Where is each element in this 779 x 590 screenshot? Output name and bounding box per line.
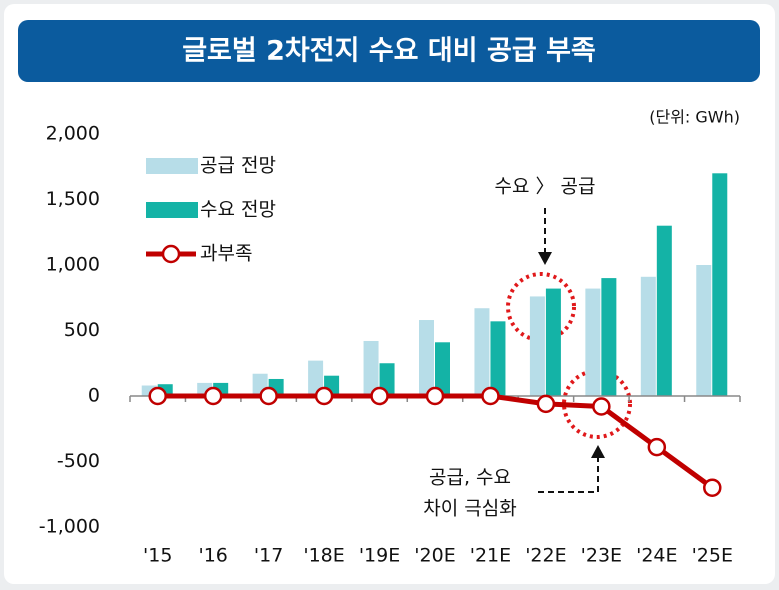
bar bbox=[601, 278, 617, 396]
unit-label: (단위: GWh) bbox=[649, 108, 740, 127]
annotation: 차이 극심화 bbox=[423, 498, 516, 520]
bar bbox=[363, 340, 379, 396]
line-marker bbox=[203, 386, 223, 406]
line-marker bbox=[425, 386, 445, 406]
line-marker bbox=[314, 386, 334, 406]
panel bbox=[4, 4, 775, 584]
line-marker bbox=[370, 386, 389, 406]
chart-title: 글로벌 2차전지 수요 대비 공급 부족 bbox=[182, 36, 596, 67]
arrow bbox=[538, 458, 599, 493]
bar bbox=[529, 296, 545, 396]
line-marker bbox=[481, 386, 500, 406]
line-marker bbox=[536, 394, 556, 414]
bar bbox=[435, 342, 450, 396]
y-tick-label: 1,500 bbox=[46, 188, 100, 210]
bar bbox=[490, 321, 506, 396]
line-marker bbox=[592, 397, 611, 416]
bar bbox=[696, 265, 712, 396]
title-banner bbox=[18, 20, 760, 82]
x-tick-label: '18E bbox=[303, 545, 344, 567]
x-tick-label: '19E bbox=[359, 545, 400, 567]
annotation: 공급, 수요 bbox=[429, 467, 511, 489]
y-tick-label: 2,000 bbox=[46, 123, 100, 145]
x-tick-label: '16 bbox=[198, 545, 227, 567]
legend-label: 수요 전망 bbox=[200, 199, 276, 221]
bar bbox=[640, 276, 656, 396]
bar bbox=[585, 288, 601, 396]
bar bbox=[656, 225, 672, 396]
line-marker bbox=[703, 478, 722, 497]
bar bbox=[545, 288, 561, 396]
legend-swatch bbox=[146, 158, 198, 174]
x-tick-label: '20E bbox=[414, 545, 455, 567]
y-tick-label: 500 bbox=[64, 319, 100, 341]
legend-label: 공급 전망 bbox=[200, 155, 276, 177]
y-tick-label: 0 bbox=[88, 385, 100, 407]
bar bbox=[419, 320, 434, 396]
bar bbox=[712, 173, 728, 396]
line-marker bbox=[647, 437, 667, 457]
arrowhead bbox=[538, 252, 552, 265]
arrowhead bbox=[591, 445, 605, 458]
line-marker bbox=[148, 386, 167, 406]
bar bbox=[308, 360, 324, 396]
y-tick-label: -500 bbox=[57, 450, 100, 472]
x-tick-label: '17 bbox=[254, 545, 283, 567]
x-tick-label: '21E bbox=[470, 545, 511, 567]
x-tick-label: '24E bbox=[636, 545, 677, 567]
legend-label: 과부족 bbox=[200, 243, 252, 265]
x-tick-label: '25E bbox=[692, 545, 733, 567]
bar bbox=[157, 384, 173, 396]
bar bbox=[474, 308, 490, 396]
line-marker bbox=[259, 386, 278, 406]
y-tick-label: -1,000 bbox=[39, 516, 100, 538]
legend-swatch bbox=[146, 202, 198, 218]
annotation: 수요 〉 공급 bbox=[495, 176, 596, 198]
bar bbox=[141, 385, 157, 396]
x-tick-label: '23E bbox=[581, 545, 622, 567]
x-tick-label: '15 bbox=[143, 545, 172, 567]
legend-swatch bbox=[161, 244, 181, 264]
x-tick-label: '22E bbox=[525, 545, 566, 567]
y-tick-label: 1,000 bbox=[46, 254, 100, 276]
